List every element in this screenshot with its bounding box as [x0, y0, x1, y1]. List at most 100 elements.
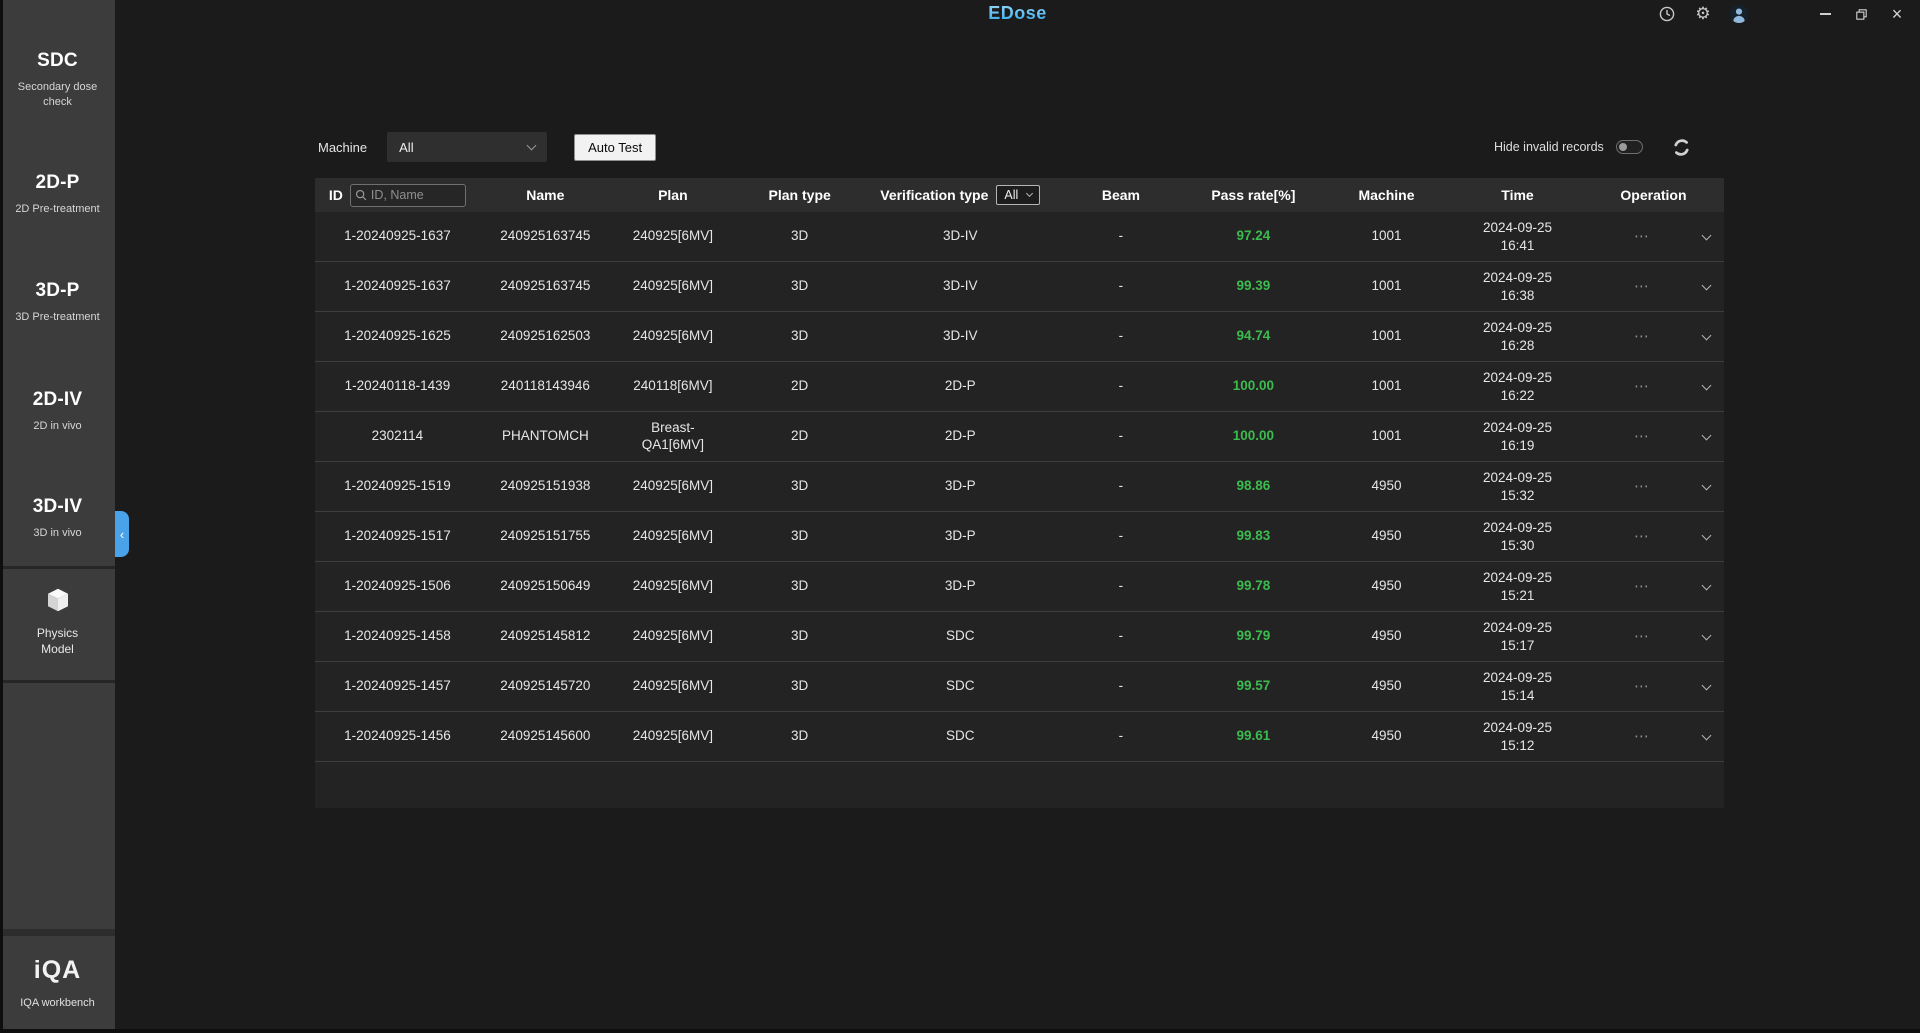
sidebar-item-3d-p[interactable]: 3D-P 3D Pre-treatment: [0, 280, 115, 325]
table-row[interactable]: 1-20240925-1456 240925145600 240925[6MV] 3D…: [315, 712, 1724, 762]
cell-beam: -: [1118, 228, 1124, 244]
row-actions-button[interactable]: ⋯: [1633, 577, 1651, 596]
row-actions-button[interactable]: ⋯: [1633, 377, 1651, 396]
cell-plan: 240925[6MV]: [632, 728, 714, 744]
row-expand-chevron[interactable]: [1701, 630, 1712, 640]
col-id: ID: [328, 187, 343, 203]
sidebar-item-label: 3D-P: [35, 280, 80, 301]
cell-pass-rate: 99.78: [1236, 578, 1271, 594]
cell-verification-type: 3D-IV: [943, 328, 978, 344]
settings-button[interactable]: ⚙: [1692, 3, 1714, 25]
sidebar-item-2d-p[interactable]: 2D-P 2D Pre-treatment: [0, 172, 115, 217]
row-expand-chevron[interactable]: [1701, 680, 1712, 690]
cell-plan-type: 3D: [791, 728, 809, 744]
search-box[interactable]: [349, 183, 466, 207]
table-footer: [315, 762, 1724, 808]
row-expand-chevron[interactable]: [1701, 730, 1712, 740]
minimize-button[interactable]: [1814, 3, 1836, 25]
cell-beam: -: [1118, 528, 1124, 544]
sidebar-item-3d-iv[interactable]: 3D-IV 3D in vivo: [0, 496, 115, 541]
row-expand-chevron[interactable]: [1701, 430, 1712, 440]
cell-operation: ⋯: [1583, 562, 1724, 611]
sidebar-item-sublabel: 3D Pre-treatment: [15, 311, 100, 323]
close-icon: ×: [1891, 4, 1903, 24]
table-row[interactable]: 1-20240925-1517 240925151755 240925[6MV] 3D…: [315, 512, 1724, 562]
sidebar-item-iqa-workbench[interactable]: iQA IQA workbench: [0, 929, 115, 1029]
table-row[interactable]: 1-20240118-1439 240118143946 240118[6MV] 2D…: [315, 362, 1724, 412]
row-actions-button[interactable]: ⋯: [1633, 527, 1651, 546]
table-row[interactable]: 1-20240925-1506 240925150649 240925[6MV] 3D…: [315, 562, 1724, 612]
row-expand-chevron[interactable]: [1701, 280, 1712, 290]
cell-name: 240925163745: [500, 228, 591, 244]
restore-icon: [1855, 8, 1867, 20]
cell-beam: -: [1118, 278, 1124, 294]
cell-beam: -: [1118, 628, 1124, 644]
table-row[interactable]: 1-20240925-1637 240925163745 240925[6MV] 3D…: [315, 262, 1724, 312]
table-row[interactable]: 2302114 PHANTOMCH Breast- QA1[6MV] 2D 2D-P - 1…: [315, 412, 1724, 462]
cell-operation: ⋯: [1583, 512, 1724, 561]
cell-beam: -: [1118, 728, 1124, 744]
records-table: ID Name Plan Plan type Verification type: [315, 178, 1724, 808]
cell-plan-type: 3D: [791, 478, 809, 494]
cell-plan-type: 3D: [791, 278, 809, 294]
user-avatar-icon: [1730, 5, 1748, 23]
search-input[interactable]: [366, 188, 461, 202]
clock-icon: [1659, 6, 1675, 22]
table-header: ID Name Plan Plan type Verification type: [315, 178, 1724, 212]
row-expand-chevron[interactable]: [1701, 530, 1712, 540]
col-verification-type: Verification type: [880, 187, 989, 203]
row-expand-chevron[interactable]: [1701, 580, 1712, 590]
maximize-button[interactable]: [1850, 3, 1872, 25]
refresh-button[interactable]: [1671, 136, 1693, 158]
verification-filter-select[interactable]: All: [996, 185, 1041, 205]
row-actions-button[interactable]: ⋯: [1633, 727, 1651, 746]
cell-plan-type: 3D: [791, 578, 809, 594]
cell-machine: 1001: [1371, 328, 1402, 344]
history-button[interactable]: [1656, 3, 1678, 25]
cell-plan: 240118[6MV]: [633, 378, 713, 394]
sidebar: SDC Secondary dose check 2D-P 2D Pre-treatm…: [0, 0, 115, 1033]
app-logo: EDose: [988, 3, 1047, 23]
cell-id: 1-20240925-1458: [344, 628, 451, 644]
sidebar-item-physics-model[interactable]: Physics Model: [0, 585, 115, 657]
auto-test-button[interactable]: Auto Test: [574, 133, 657, 161]
cell-id: 1-20240925-1457: [344, 678, 451, 694]
cell-plan: 240925[6MV]: [632, 228, 714, 244]
sidebar-collapse-button[interactable]: ‹: [115, 511, 129, 557]
physics-model-label-line2: Model: [41, 642, 74, 657]
row-expand-chevron[interactable]: [1701, 480, 1712, 490]
cell-plan-type: 3D: [791, 678, 809, 694]
row-actions-button[interactable]: ⋯: [1633, 327, 1651, 346]
cell-plan-type: 3D: [791, 628, 809, 644]
sidebar-item-2d-iv[interactable]: 2D-IV 2D in vivo: [0, 389, 115, 434]
cell-operation: ⋯: [1583, 612, 1724, 661]
table-row[interactable]: 1-20240925-1519 240925151938 240925[6MV] 3D…: [315, 462, 1724, 512]
close-button[interactable]: ×: [1886, 3, 1908, 25]
row-expand-chevron[interactable]: [1701, 330, 1712, 340]
cell-pass-rate: 98.86: [1236, 478, 1271, 494]
cell-pass-rate: 94.74: [1236, 328, 1271, 344]
table-row[interactable]: 1-20240925-1458 240925145812 240925[6MV] 3D…: [315, 612, 1724, 662]
cell-operation: ⋯: [1583, 462, 1724, 511]
row-actions-button[interactable]: ⋯: [1633, 277, 1651, 296]
row-expand-chevron[interactable]: [1701, 380, 1712, 390]
hide-invalid-toggle[interactable]: [1615, 140, 1643, 154]
table-row[interactable]: 1-20240925-1457 240925145720 240925[6MV] 3D…: [315, 662, 1724, 712]
row-actions-button[interactable]: ⋯: [1633, 677, 1651, 696]
row-expand-chevron[interactable]: [1701, 230, 1712, 240]
user-avatar-button[interactable]: [1728, 3, 1750, 25]
cell-plan-type: 3D: [791, 528, 809, 544]
sidebar-item-label: 2D-IV: [32, 389, 83, 410]
row-actions-button[interactable]: ⋯: [1633, 627, 1651, 646]
table-row[interactable]: 1-20240925-1625 240925162503 240925[6MV] 3D…: [315, 312, 1724, 362]
sidebar-item-sdc[interactable]: SDC Secondary dose check: [0, 50, 115, 110]
refresh-icon: [1674, 138, 1689, 156]
col-plan-type: Plan type: [768, 187, 831, 203]
row-actions-button[interactable]: ⋯: [1633, 227, 1651, 246]
table-row[interactable]: 1-20240925-1637 240925163745 240925[6MV] 3D…: [315, 212, 1724, 262]
machine-select-value: All: [399, 139, 414, 155]
machine-select[interactable]: All: [387, 132, 548, 162]
row-actions-button[interactable]: ⋯: [1633, 477, 1651, 496]
cell-verification-type: 2D-P: [944, 378, 976, 394]
row-actions-button[interactable]: ⋯: [1633, 427, 1651, 446]
